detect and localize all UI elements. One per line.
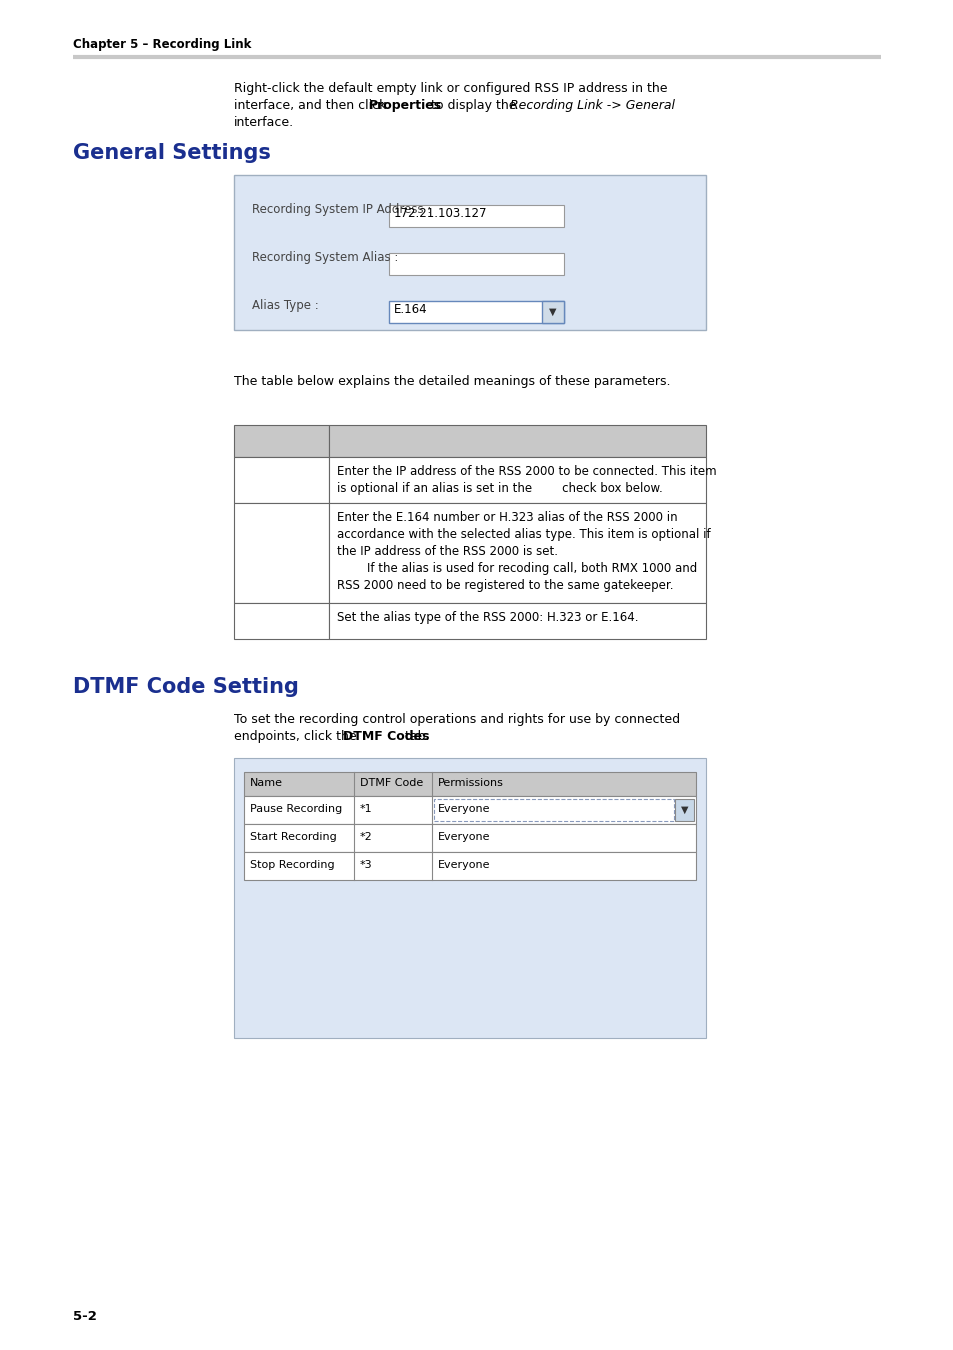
Text: Enter the IP address of the RSS 2000 to be connected. This item: Enter the IP address of the RSS 2000 to … bbox=[336, 464, 716, 478]
Text: ▼: ▼ bbox=[548, 306, 556, 317]
Bar bbox=[434, 799, 673, 821]
Text: tab.: tab. bbox=[400, 730, 429, 742]
Bar bbox=[388, 252, 563, 275]
Text: DTMF Code: DTMF Code bbox=[359, 778, 422, 788]
Bar bbox=[233, 458, 329, 504]
Text: 172.21.103.127: 172.21.103.127 bbox=[394, 207, 487, 220]
Text: The table below explains the detailed meanings of these parameters.: The table below explains the detailed me… bbox=[233, 375, 670, 387]
Text: Pause Recording: Pause Recording bbox=[250, 805, 341, 814]
Bar bbox=[388, 205, 563, 227]
Text: the IP address of the RSS 2000 is set.: the IP address of the RSS 2000 is set. bbox=[336, 545, 558, 558]
Text: If the alias is used for recoding call, both RMX 1000 and: If the alias is used for recoding call, … bbox=[336, 562, 697, 575]
Bar bbox=[675, 799, 693, 821]
Text: DTMF Codes: DTMF Codes bbox=[342, 730, 429, 742]
Text: Chapter 5 – Recording Link: Chapter 5 – Recording Link bbox=[72, 38, 251, 51]
Bar bbox=[243, 796, 696, 824]
Text: Everyone: Everyone bbox=[437, 860, 490, 869]
Text: ▼: ▼ bbox=[680, 805, 687, 815]
Text: Recording System Alias :: Recording System Alias : bbox=[252, 251, 397, 265]
Text: Set the alias type of the RSS 2000: H.323 or E.164.: Set the alias type of the RSS 2000: H.32… bbox=[336, 612, 638, 624]
Text: Stop Recording: Stop Recording bbox=[250, 860, 334, 869]
Text: *1: *1 bbox=[359, 805, 372, 814]
Bar bbox=[329, 603, 705, 639]
Bar bbox=[233, 603, 329, 639]
Text: Everyone: Everyone bbox=[437, 805, 490, 814]
Text: DTMF Code Setting: DTMF Code Setting bbox=[72, 676, 298, 697]
Text: is optional if an alias is set in the        check box below.: is optional if an alias is set in the ch… bbox=[336, 482, 661, 495]
Bar bbox=[243, 852, 696, 880]
Text: E.164: E.164 bbox=[394, 302, 427, 316]
Bar bbox=[541, 301, 563, 323]
Text: Name: Name bbox=[250, 778, 282, 788]
Text: Start Recording: Start Recording bbox=[250, 832, 336, 842]
Bar bbox=[233, 425, 329, 458]
Text: To set the recording control operations and rights for use by connected: To set the recording control operations … bbox=[233, 713, 679, 726]
Text: interface, and then click: interface, and then click bbox=[233, 99, 390, 112]
Bar bbox=[329, 504, 705, 603]
Bar bbox=[233, 757, 705, 1038]
Text: Right-click the default empty link or configured RSS IP address in the: Right-click the default empty link or co… bbox=[233, 82, 666, 94]
Bar bbox=[233, 504, 329, 603]
Text: endpoints, click the: endpoints, click the bbox=[233, 730, 360, 742]
Text: Recording System IP Address :: Recording System IP Address : bbox=[252, 202, 431, 216]
Text: interface.: interface. bbox=[233, 116, 294, 130]
Bar bbox=[233, 176, 705, 329]
Bar bbox=[243, 772, 696, 796]
Text: accordance with the selected alias type. This item is optional if: accordance with the selected alias type.… bbox=[336, 528, 710, 541]
Text: Permissions: Permissions bbox=[437, 778, 503, 788]
Bar bbox=[329, 458, 705, 504]
Text: *2: *2 bbox=[359, 832, 372, 842]
Text: Properties: Properties bbox=[369, 99, 441, 112]
Text: *3: *3 bbox=[359, 860, 372, 869]
Text: Alias Type :: Alias Type : bbox=[252, 298, 318, 312]
Text: RSS 2000 need to be registered to the same gatekeeper.: RSS 2000 need to be registered to the sa… bbox=[336, 579, 673, 593]
Text: Everyone: Everyone bbox=[437, 832, 490, 842]
Text: to display the: to display the bbox=[427, 99, 520, 112]
Text: General Settings: General Settings bbox=[72, 143, 270, 163]
Bar bbox=[388, 301, 563, 323]
Text: Recording Link -> General: Recording Link -> General bbox=[510, 99, 675, 112]
Text: 5-2: 5-2 bbox=[72, 1310, 96, 1323]
Bar bbox=[329, 425, 705, 458]
Bar bbox=[243, 824, 696, 852]
Text: Enter the E.164 number or H.323 alias of the RSS 2000 in: Enter the E.164 number or H.323 alias of… bbox=[336, 512, 677, 524]
